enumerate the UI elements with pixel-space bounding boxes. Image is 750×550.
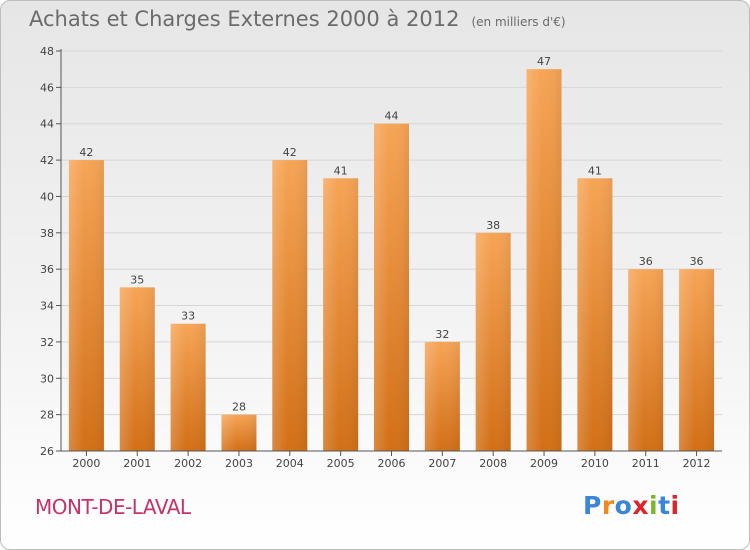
bars (68, 69, 715, 452)
y-tick-label: 34 (40, 300, 54, 313)
y-tick-label: 28 (40, 409, 54, 422)
x-tick-label: 2000 (72, 457, 100, 470)
logo-letter: o (614, 491, 633, 520)
logo-letter: P (583, 491, 602, 520)
bar-shine (272, 160, 308, 451)
data-label: 28 (232, 401, 246, 414)
commune-name: MONT-DE-LAVAL (35, 495, 191, 519)
labels: 42 35 33 28 42 41 44 32 38 47 41 36 36 (79, 55, 703, 413)
data-label: 38 (486, 219, 500, 232)
bar-shine (221, 414, 257, 451)
bar-shine (68, 160, 104, 451)
bar-shine (628, 269, 664, 451)
logo-letter: i (670, 491, 680, 520)
y-tick-label: 32 (40, 336, 54, 349)
logo-letter: x (632, 491, 649, 520)
y-tick-label: 42 (40, 154, 54, 167)
x-tick-label: 2004 (276, 457, 304, 470)
proxiti-logo: Proxiti (583, 491, 680, 520)
y-tick-label: 48 (40, 45, 54, 58)
logo-letter: r (601, 491, 615, 520)
y-tick-label: 44 (40, 118, 54, 131)
bar-shine (170, 323, 206, 451)
x-tick-label: 2003 (225, 457, 253, 470)
y-tick-label: 26 (40, 445, 54, 458)
x-tick-label: 2012 (683, 457, 711, 470)
bar-shine (577, 178, 613, 452)
data-label: 44 (385, 110, 399, 123)
data-label: 42 (283, 146, 297, 159)
x-tick-label: 2010 (581, 457, 609, 470)
data-label: 35 (130, 273, 144, 286)
x-tick-label: 2005 (327, 457, 355, 470)
x-tick-label: 2001 (123, 457, 151, 470)
logo-letter: i (649, 491, 659, 520)
y-tick-label: 30 (40, 372, 54, 385)
bar-shine (424, 341, 460, 451)
logo-letter: t (658, 491, 671, 520)
bar-shine (526, 69, 562, 451)
x-tick-label: 2011 (632, 457, 660, 470)
data-label: 33 (181, 310, 195, 323)
y-tick-label: 40 (40, 190, 54, 203)
data-label: 41 (588, 164, 602, 177)
y-tick-label: 38 (40, 227, 54, 240)
y-tick-label: 46 (40, 81, 54, 94)
data-label: 36 (690, 255, 704, 268)
axes: 26 28 30 32 34 36 38 40 42 44 46 48 2000 2001 2002 2003… (40, 45, 722, 470)
x-tick-label: 2007 (428, 457, 456, 470)
data-label: 47 (537, 55, 551, 68)
bar-shine (475, 232, 511, 451)
chart-header: Achats et Charges Externes 2000 à 2012 (e… (29, 7, 566, 31)
data-label: 36 (639, 255, 653, 268)
x-tick-label: 2009 (530, 457, 558, 470)
chart-unit: (en milliers d'€) (471, 15, 566, 29)
data-label: 32 (435, 328, 449, 341)
x-tick-label: 2002 (174, 457, 202, 470)
y-tick-label: 36 (40, 263, 54, 276)
bar-shine (323, 178, 359, 452)
x-tick-label: 2006 (378, 457, 406, 470)
data-label: 42 (79, 146, 93, 159)
bar-shine (374, 123, 409, 452)
bar-shine (679, 269, 715, 451)
chart-title: Achats et Charges Externes 2000 à 2012 (29, 7, 460, 31)
bar-shine (119, 287, 155, 451)
x-tick-label: 2008 (479, 457, 507, 470)
data-label: 41 (334, 164, 348, 177)
